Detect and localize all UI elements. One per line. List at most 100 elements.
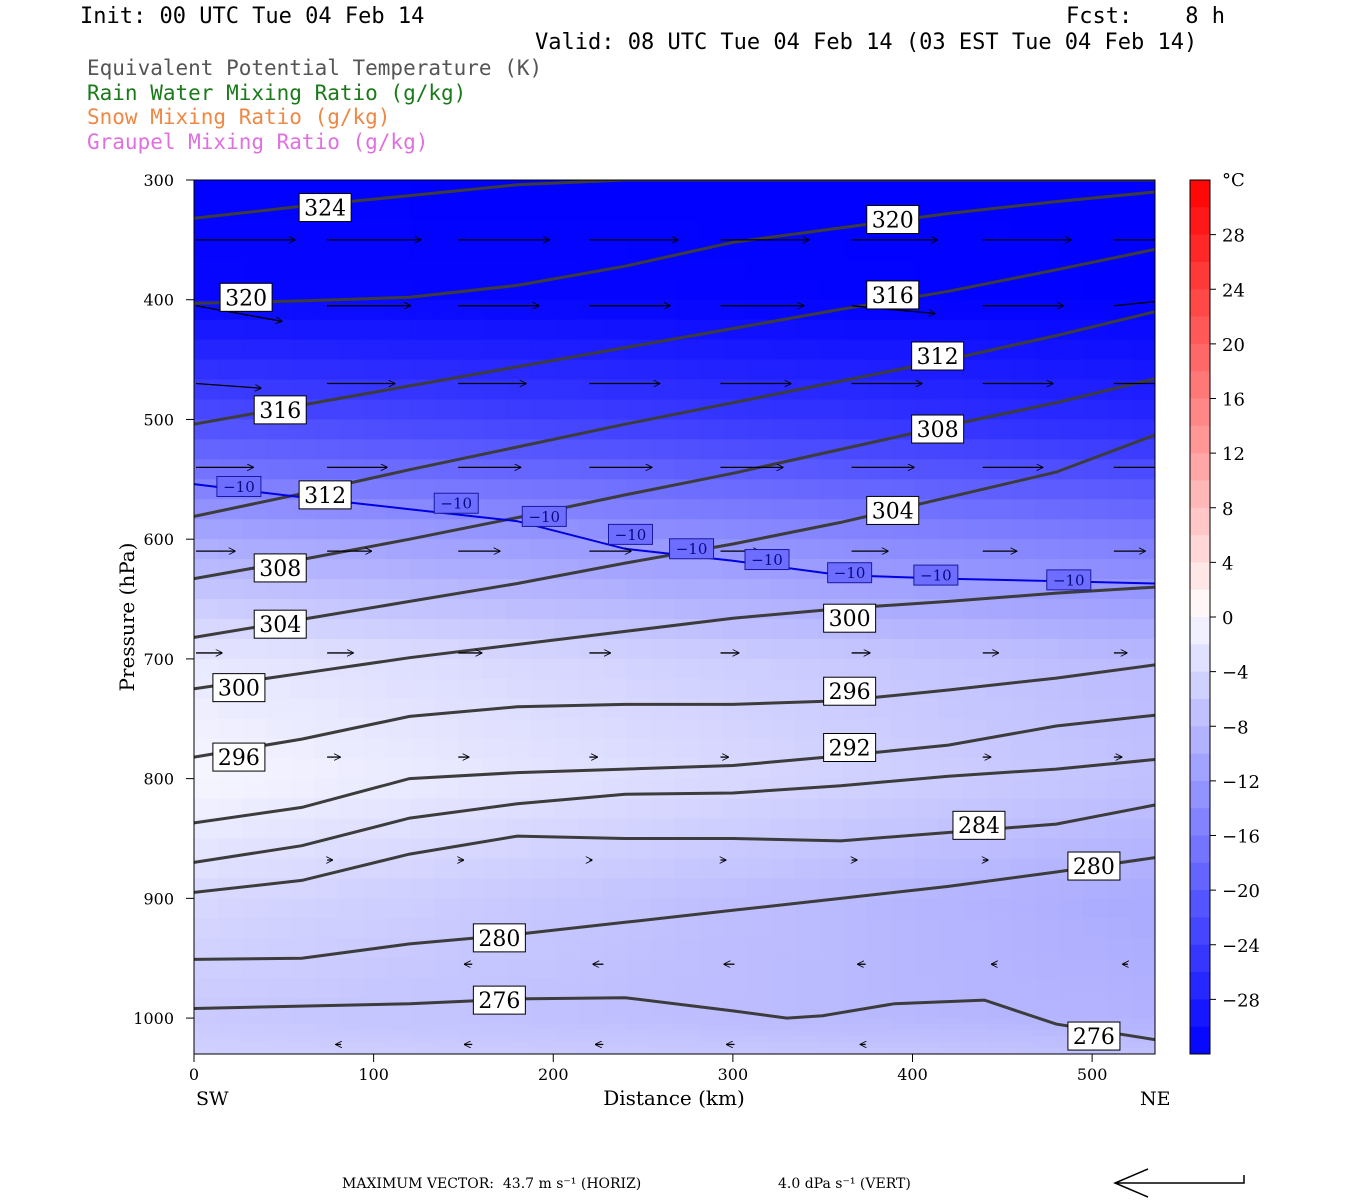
shading-cell <box>890 838 916 860</box>
shading-cell <box>1130 878 1155 899</box>
shading-cell <box>602 379 628 401</box>
shading-cell <box>458 419 483 441</box>
shading-cell <box>554 698 579 720</box>
y-tick-label: 300 <box>143 171 174 190</box>
shading-cell <box>506 718 531 740</box>
shading-cell <box>938 898 964 919</box>
shading-cell <box>938 539 964 560</box>
shading-cell <box>674 1036 700 1043</box>
shading-cell <box>1034 818 1060 840</box>
shading-cell <box>194 698 219 720</box>
shading-cell <box>386 678 411 700</box>
shading-cell <box>1034 439 1060 460</box>
shading-cell <box>1010 678 1036 700</box>
shading-cell <box>1130 1036 1155 1043</box>
shading-cell <box>1034 599 1060 620</box>
shading-cell <box>794 818 820 840</box>
shading-cell <box>962 539 988 560</box>
shading-cell <box>242 259 267 281</box>
shading-cell <box>338 1048 363 1054</box>
shading-cell <box>794 758 820 780</box>
shading-cell <box>434 878 459 899</box>
shading-cell <box>218 1042 243 1049</box>
shading-cell <box>746 1030 772 1037</box>
shading-cell <box>1082 479 1108 500</box>
shading-cell <box>1130 958 1155 979</box>
shading-cell <box>194 539 219 560</box>
theta-e-276-label: 276 <box>472 985 526 1015</box>
shading-cell <box>698 439 724 460</box>
shading-cell <box>290 818 315 840</box>
shading-cell <box>1010 838 1036 860</box>
shading-cell <box>602 638 628 660</box>
shading-cell <box>338 738 363 760</box>
shading-cell <box>1058 299 1084 321</box>
shading-cell <box>482 199 507 221</box>
isotherm-label: −10 <box>521 505 567 527</box>
shading-cell <box>362 339 387 361</box>
shading-cell <box>890 1024 916 1031</box>
shading-cell <box>722 559 748 580</box>
shading-cell <box>818 419 844 441</box>
shading-cell <box>770 818 796 840</box>
shading-cell <box>506 738 531 760</box>
shading-cell <box>866 638 892 660</box>
colorbar-cell <box>1190 207 1210 236</box>
theta-e-280-label-text: 280 <box>478 927 520 952</box>
shading-cell <box>962 698 988 720</box>
shading-cell <box>986 1024 1012 1031</box>
shading-cell <box>386 898 411 919</box>
shading-cell <box>674 299 700 321</box>
shading-cell <box>626 559 652 580</box>
shading-cell <box>578 958 604 979</box>
colorbar-cell <box>1190 644 1210 673</box>
shading-cell <box>698 858 724 880</box>
shading-cell <box>962 459 988 480</box>
shading-cell <box>338 918 363 939</box>
x-tick-label: 0 <box>189 1065 199 1084</box>
shading-cell <box>506 559 531 580</box>
theta-e-276-label-text: 276 <box>478 989 520 1014</box>
shading-cell <box>530 259 555 281</box>
shading-cell <box>1130 738 1155 760</box>
shading-cell <box>506 199 531 221</box>
shading-cell <box>842 519 868 540</box>
shading-cell <box>242 1048 267 1054</box>
shading-cell <box>290 838 315 860</box>
shading-cell <box>1130 180 1155 201</box>
shading-cell <box>626 878 652 899</box>
shading-cell <box>674 199 700 221</box>
shading-cell <box>1058 698 1084 720</box>
colorbar-cell <box>1190 398 1210 427</box>
shading-cell <box>1082 778 1108 800</box>
shading-cell <box>1010 239 1036 261</box>
shading-cell <box>698 878 724 899</box>
shading-cell <box>938 618 964 640</box>
shading-cell <box>770 199 796 221</box>
shading-cell <box>674 339 700 361</box>
shading-cell <box>1082 998 1108 1019</box>
shading-cell <box>410 180 435 201</box>
shading-cell <box>914 798 940 820</box>
shading-cell <box>242 838 267 860</box>
shading-cell <box>458 818 483 840</box>
shading-cell <box>434 738 459 760</box>
shading-cell <box>1010 299 1036 321</box>
shading-cell <box>770 599 796 620</box>
shading-cell <box>842 479 868 500</box>
shading-cell <box>242 1036 267 1043</box>
shading-cell <box>650 938 676 959</box>
shading-cell <box>338 898 363 919</box>
shading-cell <box>674 1030 700 1037</box>
shading-cell <box>842 898 868 919</box>
x-tick-label: 400 <box>897 1065 928 1084</box>
isotherm-label-box <box>216 475 262 497</box>
shading-cell <box>674 499 700 520</box>
shading-cell <box>1058 978 1084 999</box>
shading-cell <box>722 359 748 381</box>
theta-e-308-label: 308 <box>911 414 965 444</box>
shading-cell <box>338 219 363 241</box>
shading-cell <box>362 918 387 939</box>
shading-cell <box>722 579 748 600</box>
shading-cell <box>506 259 531 281</box>
